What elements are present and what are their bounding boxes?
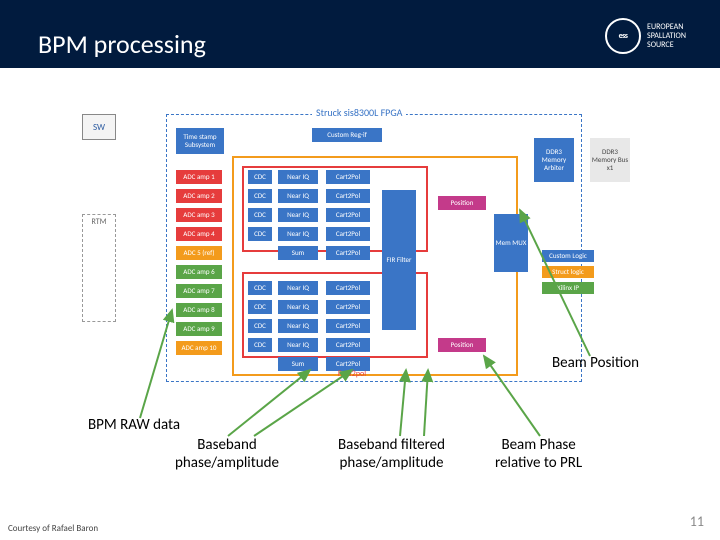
- proc-block: Near IQ: [278, 227, 318, 241]
- proc-block: Cart2Pol: [326, 227, 370, 241]
- proc-block: CDC: [248, 189, 272, 203]
- proc-block: Near IQ: [278, 319, 318, 333]
- adc-block: ADC amp 8: [176, 303, 222, 317]
- proc-block: [248, 246, 272, 260]
- adc-block: ADC amp 10: [176, 341, 222, 355]
- ess-logo: ess EUROPEAN SPALLATION SOURCE: [605, 18, 686, 54]
- proc-block: Near IQ: [278, 208, 318, 222]
- position-top-block: Position: [438, 196, 486, 210]
- legend-xilinx-ip: Xilinx IP: [542, 282, 594, 294]
- legend-custom-logic: Custom Logic: [542, 250, 594, 262]
- adc-block: ADC amp 4: [176, 227, 222, 241]
- proc-block: Cart2Pol: [326, 338, 370, 352]
- adc-block: ADC amp 2: [176, 189, 222, 203]
- proc-block: Cart2Pol: [326, 281, 370, 295]
- rtm-box: RTM: [82, 214, 116, 322]
- ann-beam-phase: Beam Phase relative to PRL: [495, 436, 582, 472]
- mem-mux-block: Mem MUX: [494, 214, 528, 272]
- sw-box: SW: [82, 114, 116, 140]
- ann-baseband: Baseband phase/amplitude: [175, 436, 279, 472]
- timestamp-block: Time stamp Subsystem: [176, 128, 224, 154]
- logo-circle-icon: ess: [605, 18, 641, 54]
- proc-block: Cart2Pol: [326, 300, 370, 314]
- ann-baseband-filt: Baseband filtered phase/amplitude: [338, 436, 445, 472]
- adc-block: ADC amp 1: [176, 170, 222, 184]
- position-bot-block: Position: [438, 338, 486, 352]
- proc-block: Cart2Pol: [326, 319, 370, 333]
- ddr3-bus-block: DDR3 Memory Bus x1: [590, 138, 630, 182]
- credit-text: Courtesy of Rafael Baron: [8, 523, 98, 534]
- proc-block: CDC: [248, 338, 272, 352]
- logo-text: EUROPEAN SPALLATION SOURCE: [647, 23, 686, 50]
- raw2pol-label: Raw2pol: [322, 368, 382, 380]
- proc-block: Sum: [278, 357, 318, 371]
- proc-block: Sum: [278, 246, 318, 260]
- proc-block: CDC: [248, 300, 272, 314]
- adc-block: ADC amp 6: [176, 265, 222, 279]
- proc-block: Near IQ: [278, 189, 318, 203]
- legend-struct-logic: Struct logic: [542, 266, 594, 278]
- proc-block: Cart2Pol: [326, 208, 370, 222]
- proc-block: CDC: [248, 281, 272, 295]
- proc-block: Cart2Pol: [326, 170, 370, 184]
- proc-block: Cart2Pol: [326, 189, 370, 203]
- adc-block: ADC 5 (ref): [176, 246, 222, 260]
- proc-block: CDC: [248, 227, 272, 241]
- ann-bpm-raw: BPM RAW data: [88, 416, 180, 434]
- adc-block: ADC amp 3: [176, 208, 222, 222]
- adc-block: ADC amp 9: [176, 322, 222, 336]
- proc-block: Cart2Pol: [326, 246, 370, 260]
- proc-block: CDC: [248, 208, 272, 222]
- adc-block: ADC amp 7: [176, 284, 222, 298]
- page-number: 11: [690, 513, 704, 530]
- proc-block: CDC: [248, 170, 272, 184]
- block-diagram: SW RTM Struck sis8300L FPGA Time stamp S…: [82, 110, 602, 395]
- proc-block: [248, 357, 272, 371]
- proc-block: Near IQ: [278, 281, 318, 295]
- slide-header: BPM processing ess EUROPEAN SPALLATION S…: [0, 0, 720, 68]
- proc-block: CDC: [248, 319, 272, 333]
- ddr3-arbiter-block: DDR3 Memory Arbiter: [534, 138, 574, 182]
- proc-block: Near IQ: [278, 170, 318, 184]
- custom-regif-block: Custom Reg-if: [312, 128, 382, 142]
- page-title: BPM processing: [38, 28, 206, 60]
- proc-block: Near IQ: [278, 338, 318, 352]
- fir-filter-block: FIR Filter: [382, 190, 416, 330]
- proc-block: Near IQ: [278, 300, 318, 314]
- fpga-label: Struck sis8300L FPGA: [312, 106, 406, 119]
